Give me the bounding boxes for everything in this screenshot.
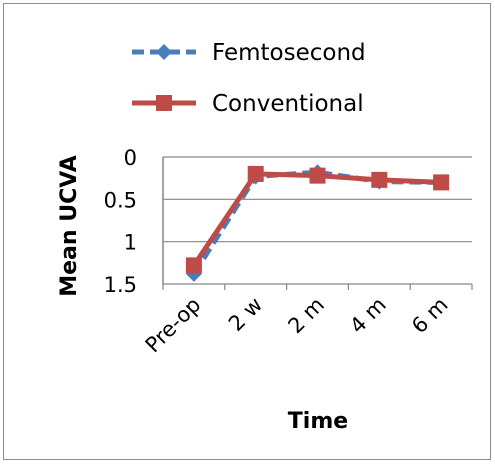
data-point-square	[185, 257, 202, 274]
data-point-square	[433, 174, 450, 191]
y-axis-title: Mean UCVA	[57, 155, 82, 297]
y-tick-label: 1	[124, 231, 137, 255]
legend-item-conventional: Conventional	[132, 91, 364, 117]
legend-label-conventional: Conventional	[212, 91, 364, 117]
y-tick-labels: 0 0.5 1 1.5	[104, 146, 137, 297]
series-conventional	[185, 165, 450, 274]
x-tick-label: Pre-op	[141, 293, 206, 358]
legend-label-femtosecond: Femtosecond	[212, 40, 366, 66]
x-tick-label: 4 m	[345, 293, 391, 339]
x-tick-marks	[162, 284, 473, 290]
data-point-square	[247, 165, 264, 182]
y-tick-label: 0.5	[104, 188, 137, 212]
x-tick-label: 6 m	[407, 293, 453, 339]
legend-marker-diamond	[156, 44, 172, 60]
x-tick-labels: Pre-op 2 w 2 m 4 m 6 m	[141, 293, 453, 358]
x-tick-label: 2 w	[224, 293, 267, 336]
legend-item-femtosecond: Femtosecond	[132, 40, 366, 66]
series-group	[185, 164, 450, 282]
legend: Femtosecond Conventional	[132, 40, 366, 117]
chart-frame	[3, 3, 491, 460]
data-point-square	[371, 171, 388, 188]
legend-marker-square	[156, 95, 172, 111]
y-tick-label: 1.5	[104, 273, 137, 297]
data-point-square	[309, 167, 326, 184]
x-tick-label: 2 m	[283, 293, 329, 339]
series-line	[191, 169, 442, 276]
y-tick-label: 0	[124, 146, 137, 170]
x-axis-title: Time	[288, 409, 348, 434]
